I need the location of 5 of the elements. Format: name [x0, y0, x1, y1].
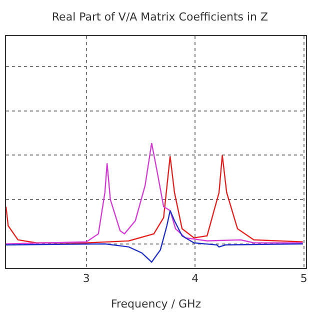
x-tick-label: 4 [192, 272, 199, 286]
x-tick-label: 3 [82, 272, 90, 286]
x-tick-label: 5 [300, 272, 308, 286]
chart-title: Real Part of V/A Matrix Coefficients in Z [52, 10, 269, 24]
x-axis-title: Frequency / GHz [110, 297, 202, 310]
